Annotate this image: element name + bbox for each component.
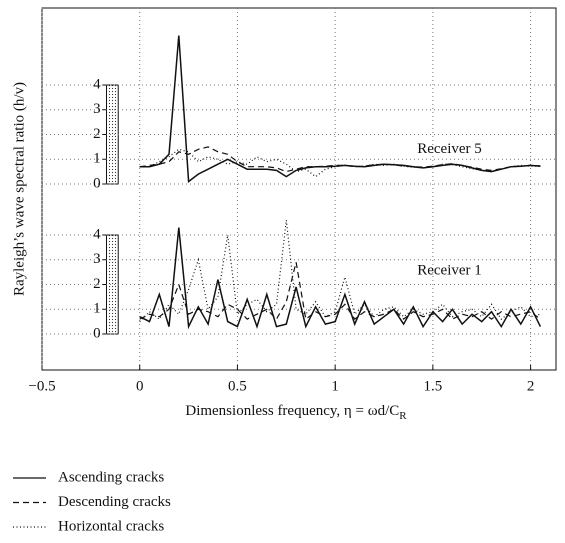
panel-label: Receiver 1	[417, 262, 482, 278]
y-axis-label: Rayleigh’s wave spectral ratio (h/v)	[11, 82, 27, 296]
data-line	[139, 35, 541, 183]
x-tick-label: −0.5	[28, 378, 55, 394]
scale-bar	[105, 84, 119, 185]
x-tick-label: 0	[136, 378, 144, 394]
data-line	[139, 220, 541, 323]
data-line	[139, 262, 541, 321]
data-line	[139, 148, 541, 178]
y-tick-label: 2	[93, 126, 101, 142]
y-tick-label: 0	[93, 175, 101, 191]
y-tick-label: 1	[93, 151, 101, 167]
legend-label: Horizontal cracks	[58, 518, 164, 534]
y-tick-label: 2	[93, 276, 101, 292]
x-tick-label: 2	[527, 378, 535, 394]
x-tick-label: 1	[331, 378, 339, 394]
y-tick-label: 1	[93, 301, 101, 317]
legend-label: Ascending cracks	[58, 469, 164, 485]
y-tick-label: 4	[93, 226, 101, 242]
y-tick-label: 4	[93, 76, 101, 92]
y-tick-label: 3	[93, 251, 101, 267]
plot-frame	[41, 7, 557, 371]
panel-label: Receiver 5	[417, 141, 482, 157]
scale-bar	[105, 234, 119, 335]
x-tick-label: 1.5	[423, 378, 442, 394]
x-axis-label: Dimensionless frequency, η = ωd/CR	[185, 403, 407, 421]
x-axis-label-main: Dimensionless frequency, η = ωd/C	[185, 403, 399, 419]
y-tick-label: 0	[93, 325, 101, 341]
data-line	[139, 146, 541, 173]
legend-label: Descending cracks	[58, 494, 171, 510]
x-axis-label-sub: R	[399, 410, 407, 422]
y-tick-label: 3	[93, 101, 101, 117]
x-tick-label: 0.5	[228, 378, 247, 394]
